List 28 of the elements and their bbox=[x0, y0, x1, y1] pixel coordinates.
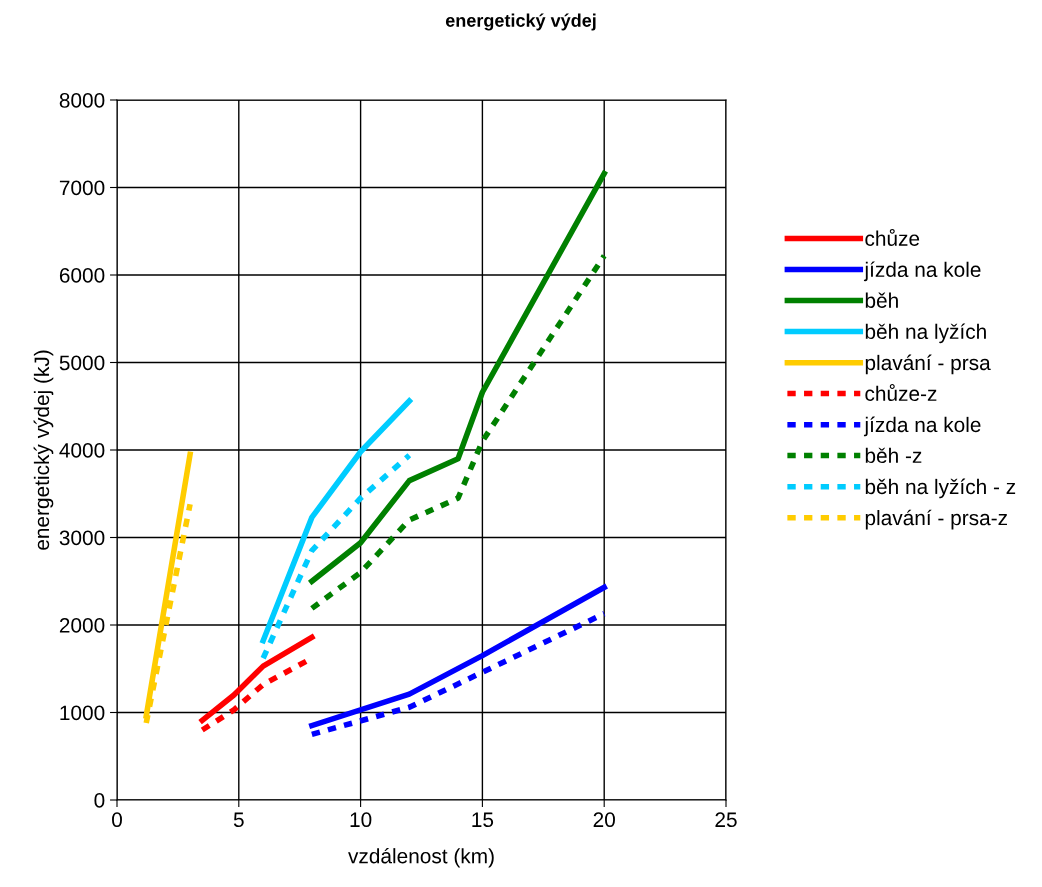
x-tick-label: 0 bbox=[112, 812, 122, 828]
y-tick-label: 2000 bbox=[59, 618, 105, 633]
legend-label: běh na lyžích bbox=[865, 323, 986, 344]
y-tick-label: 0 bbox=[94, 793, 105, 808]
chart-title: energetický výdej bbox=[445, 13, 596, 31]
y-tick-label: 5000 bbox=[59, 355, 105, 371]
x-tick-label: 20 bbox=[593, 812, 615, 828]
x-tick-label: 15 bbox=[472, 812, 494, 828]
y-tick-label: 4000 bbox=[59, 443, 105, 458]
x-tick-label: 25 bbox=[715, 812, 737, 828]
y-tick-label: 1000 bbox=[60, 705, 105, 721]
y-tick-label: 6000 bbox=[59, 268, 105, 283]
legend-label: běh -z bbox=[865, 447, 922, 464]
legend-label: chůze-z bbox=[865, 384, 937, 402]
y-axis-title: energetický výdej (kJ) bbox=[33, 350, 54, 550]
legend-label: běh bbox=[865, 292, 898, 308]
x-tick-label: 10 bbox=[350, 812, 372, 828]
y-tick-label: 8000 bbox=[59, 93, 105, 108]
legend-label: jízda na kole bbox=[863, 261, 981, 282]
legend-label: chůze bbox=[865, 228, 920, 246]
x-axis-title: vzdálenost (km) bbox=[348, 847, 494, 868]
legend-label: plavání - prsa bbox=[865, 354, 991, 375]
legend-label: běh na lyžích - z bbox=[865, 478, 1016, 499]
x-tick-label: 5 bbox=[233, 812, 244, 828]
legend-label: jízda na kole bbox=[863, 416, 981, 437]
y-tick-label: 7000 bbox=[59, 180, 105, 196]
legend-label: plavání - prsa-z bbox=[865, 509, 1007, 530]
y-tick-label: 3000 bbox=[59, 530, 105, 546]
